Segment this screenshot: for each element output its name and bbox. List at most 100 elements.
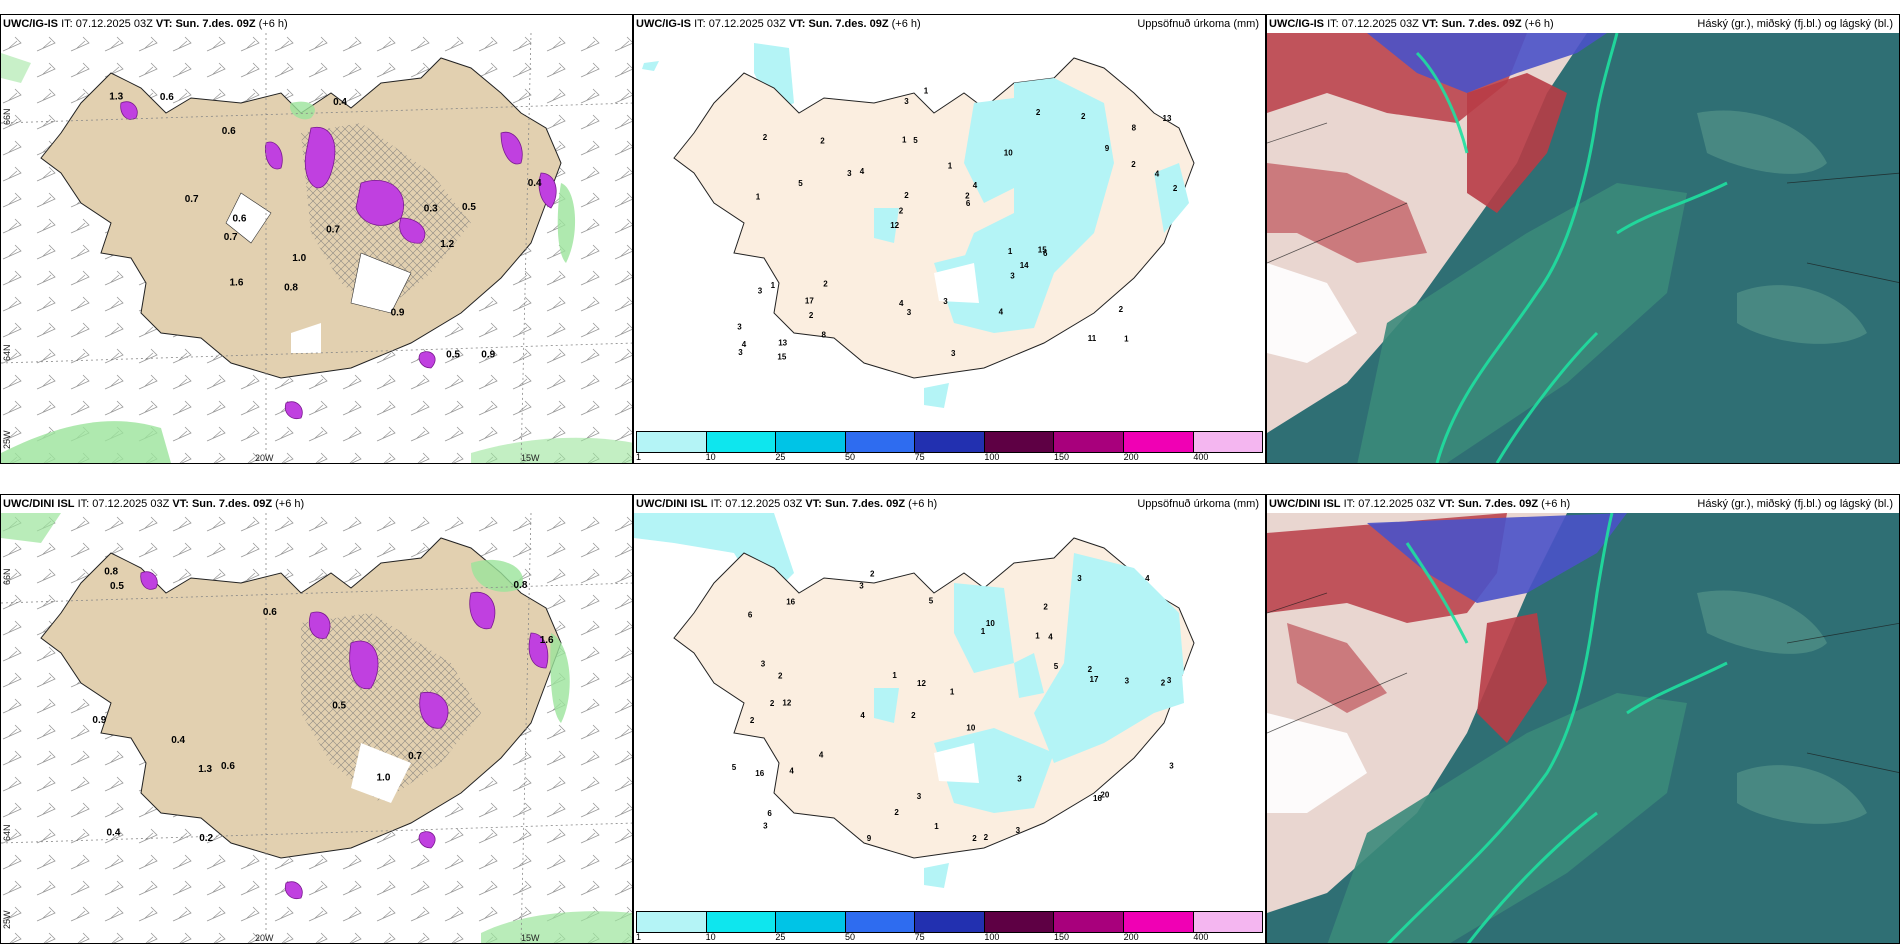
map-value-label: 2 (984, 833, 989, 842)
map-value-label: 17 (805, 297, 814, 306)
map-value-label: 3 (917, 792, 922, 801)
map-value-label: 4 (819, 750, 824, 759)
map-value-label: 0.7 (224, 232, 238, 243)
map-value-label: 5 (798, 179, 803, 188)
colorbar-cell (984, 432, 1055, 452)
map-value-label: 1.6 (540, 635, 554, 646)
colorbar-cell (637, 912, 707, 932)
model-name: UWC/IG-IS (636, 18, 691, 30)
valid-time: Sun. 7.des. 09Z (808, 18, 889, 30)
precip-title: Uppsöfnuð úrkoma (mm) (1137, 18, 1259, 30)
map-value-label: 0.8 (104, 567, 118, 578)
lon-label-25: 25W (2, 430, 12, 449)
map-value-label: 1.3 (198, 764, 212, 775)
lead-time: (+6 h) (275, 498, 305, 510)
map-value-label: 2 (1173, 184, 1178, 193)
colorbar-cells (636, 431, 1263, 453)
vt-prefix: VT: (172, 498, 189, 510)
map-value-label: 20 (1100, 790, 1109, 799)
map-value-label: 1 (950, 688, 955, 697)
map-value-label: 4 (742, 340, 747, 349)
vt-prefix: VT: (1438, 498, 1455, 510)
colorbar-label: 150 (1054, 932, 1070, 942)
map-value-label: 4 (789, 767, 794, 776)
map-value-label: 16 (755, 769, 764, 778)
snow-map: 1.0 0.7 0.6 1.2 0.9 0.6 0.8 0.7 1.6 0.3 0.5 0.4 1.3 0… (1, 33, 632, 463)
colorbar-label: 200 (1123, 932, 1139, 942)
map-value-label: 3 (761, 660, 766, 669)
valid-time: Sun. 7.des. 09Z (1441, 18, 1522, 30)
map-value-label: 10 (1004, 148, 1013, 157)
colorbar-cell (776, 912, 846, 932)
map-value-label: 3 (738, 348, 743, 357)
map-value-label: 1 (924, 87, 929, 96)
colorbar-cell (1193, 912, 1263, 932)
map-value-label: 13 (778, 339, 787, 348)
lead-time: (+6 h) (891, 18, 921, 30)
map-value-label: 0.9 (481, 349, 495, 360)
colorbar-cell (915, 912, 985, 932)
panel-header: UWC/DINI ISL IT: 07.12.2025 03Z VT: Sun.… (634, 495, 1265, 513)
map-value-label: 5 (732, 763, 737, 772)
model-name: UWC/DINI ISL (636, 498, 708, 510)
map-value-label: 2 (823, 280, 828, 289)
map-value-label: 6 (1043, 249, 1048, 258)
colorbar-label: 75 (914, 452, 925, 462)
lon-label-20: 20W (255, 933, 274, 943)
map-value-label: 3 (951, 349, 956, 358)
colorbar-label: 25 (775, 932, 786, 942)
map-value-label: 0.8 (284, 282, 298, 293)
colorbar-label: 150 (1054, 452, 1070, 462)
map-value-label: 3 (907, 308, 912, 317)
map-value-label: 3 (737, 323, 742, 332)
it-prefix: IT: (694, 18, 706, 30)
lat-label-64: 64N (2, 344, 12, 361)
map-value-label: 15 (1038, 245, 1047, 254)
colorbar-cell (706, 432, 777, 452)
map-value-label: 2 (911, 711, 916, 720)
colorbar-cell (845, 912, 916, 932)
map-value-label: 0.9 (391, 308, 405, 319)
map-value-label: 5 (1054, 662, 1059, 671)
precip-map: 1181210131114325462321224222211215335384… (634, 33, 1265, 431)
model-name: UWC/IG-IS (3, 18, 58, 30)
map-value-label: 6 (966, 199, 971, 208)
cloud-map (1267, 513, 1899, 943)
map-value-label: 0.4 (171, 735, 185, 746)
colorbar-cell (706, 912, 777, 932)
cloud-map (1267, 33, 1899, 463)
lead-time: (+6 h) (1524, 18, 1554, 30)
map-value-label: 2 (1043, 603, 1048, 612)
map-value-label: 2 (904, 191, 909, 200)
map-value-label: 1.0 (292, 253, 306, 264)
it-prefix: IT: (77, 498, 90, 510)
map-value-label: 2 (809, 311, 814, 320)
map-value-label: 10 (986, 619, 995, 628)
valid-time: Sun. 7.des. 09Z (1457, 498, 1539, 510)
model-name: UWC/IG-IS (1269, 18, 1324, 30)
panel-snow-ig: UWC/IG-IS IT: 07.12.2025 03Z VT: Sun. 7.… (0, 14, 633, 464)
panel-cloud-ig: UWC/IG-IS IT: 07.12.2025 03Z VT: Sun. 7.… (1266, 14, 1900, 464)
colorbar-label: 10 (705, 452, 716, 462)
precip-title: Uppsöfnuð úrkoma (mm) (1137, 498, 1259, 510)
map-value-label: 12 (782, 699, 791, 708)
map-value-label: 2 (820, 136, 825, 145)
map-value-label: 4 (1145, 574, 1150, 583)
colorbar-label: 1 (636, 452, 642, 462)
colorbar-label: 400 (1193, 932, 1209, 942)
map-value-label: 0.4 (528, 178, 542, 189)
valid-time: Sun. 7.des. 09Z (191, 498, 273, 510)
valid-time: Sun. 7.des. 09Z (824, 498, 906, 510)
map-value-label: 2 (894, 808, 899, 817)
map-value-label: 0.6 (263, 607, 277, 618)
vt-prefix: VT: (788, 18, 806, 30)
it-prefix: IT: (1327, 18, 1339, 30)
map-value-label: 13 (1163, 114, 1172, 123)
map-value-label: 0.9 (92, 715, 106, 726)
model-name: UWC/DINI ISL (3, 498, 75, 510)
map-value-label: 3 (1017, 775, 1022, 784)
map-value-label: 2 (1119, 305, 1124, 314)
colorbar-cell (915, 432, 985, 452)
colorbar-cell (1054, 432, 1124, 452)
lat-label-66: 66N (2, 568, 12, 585)
